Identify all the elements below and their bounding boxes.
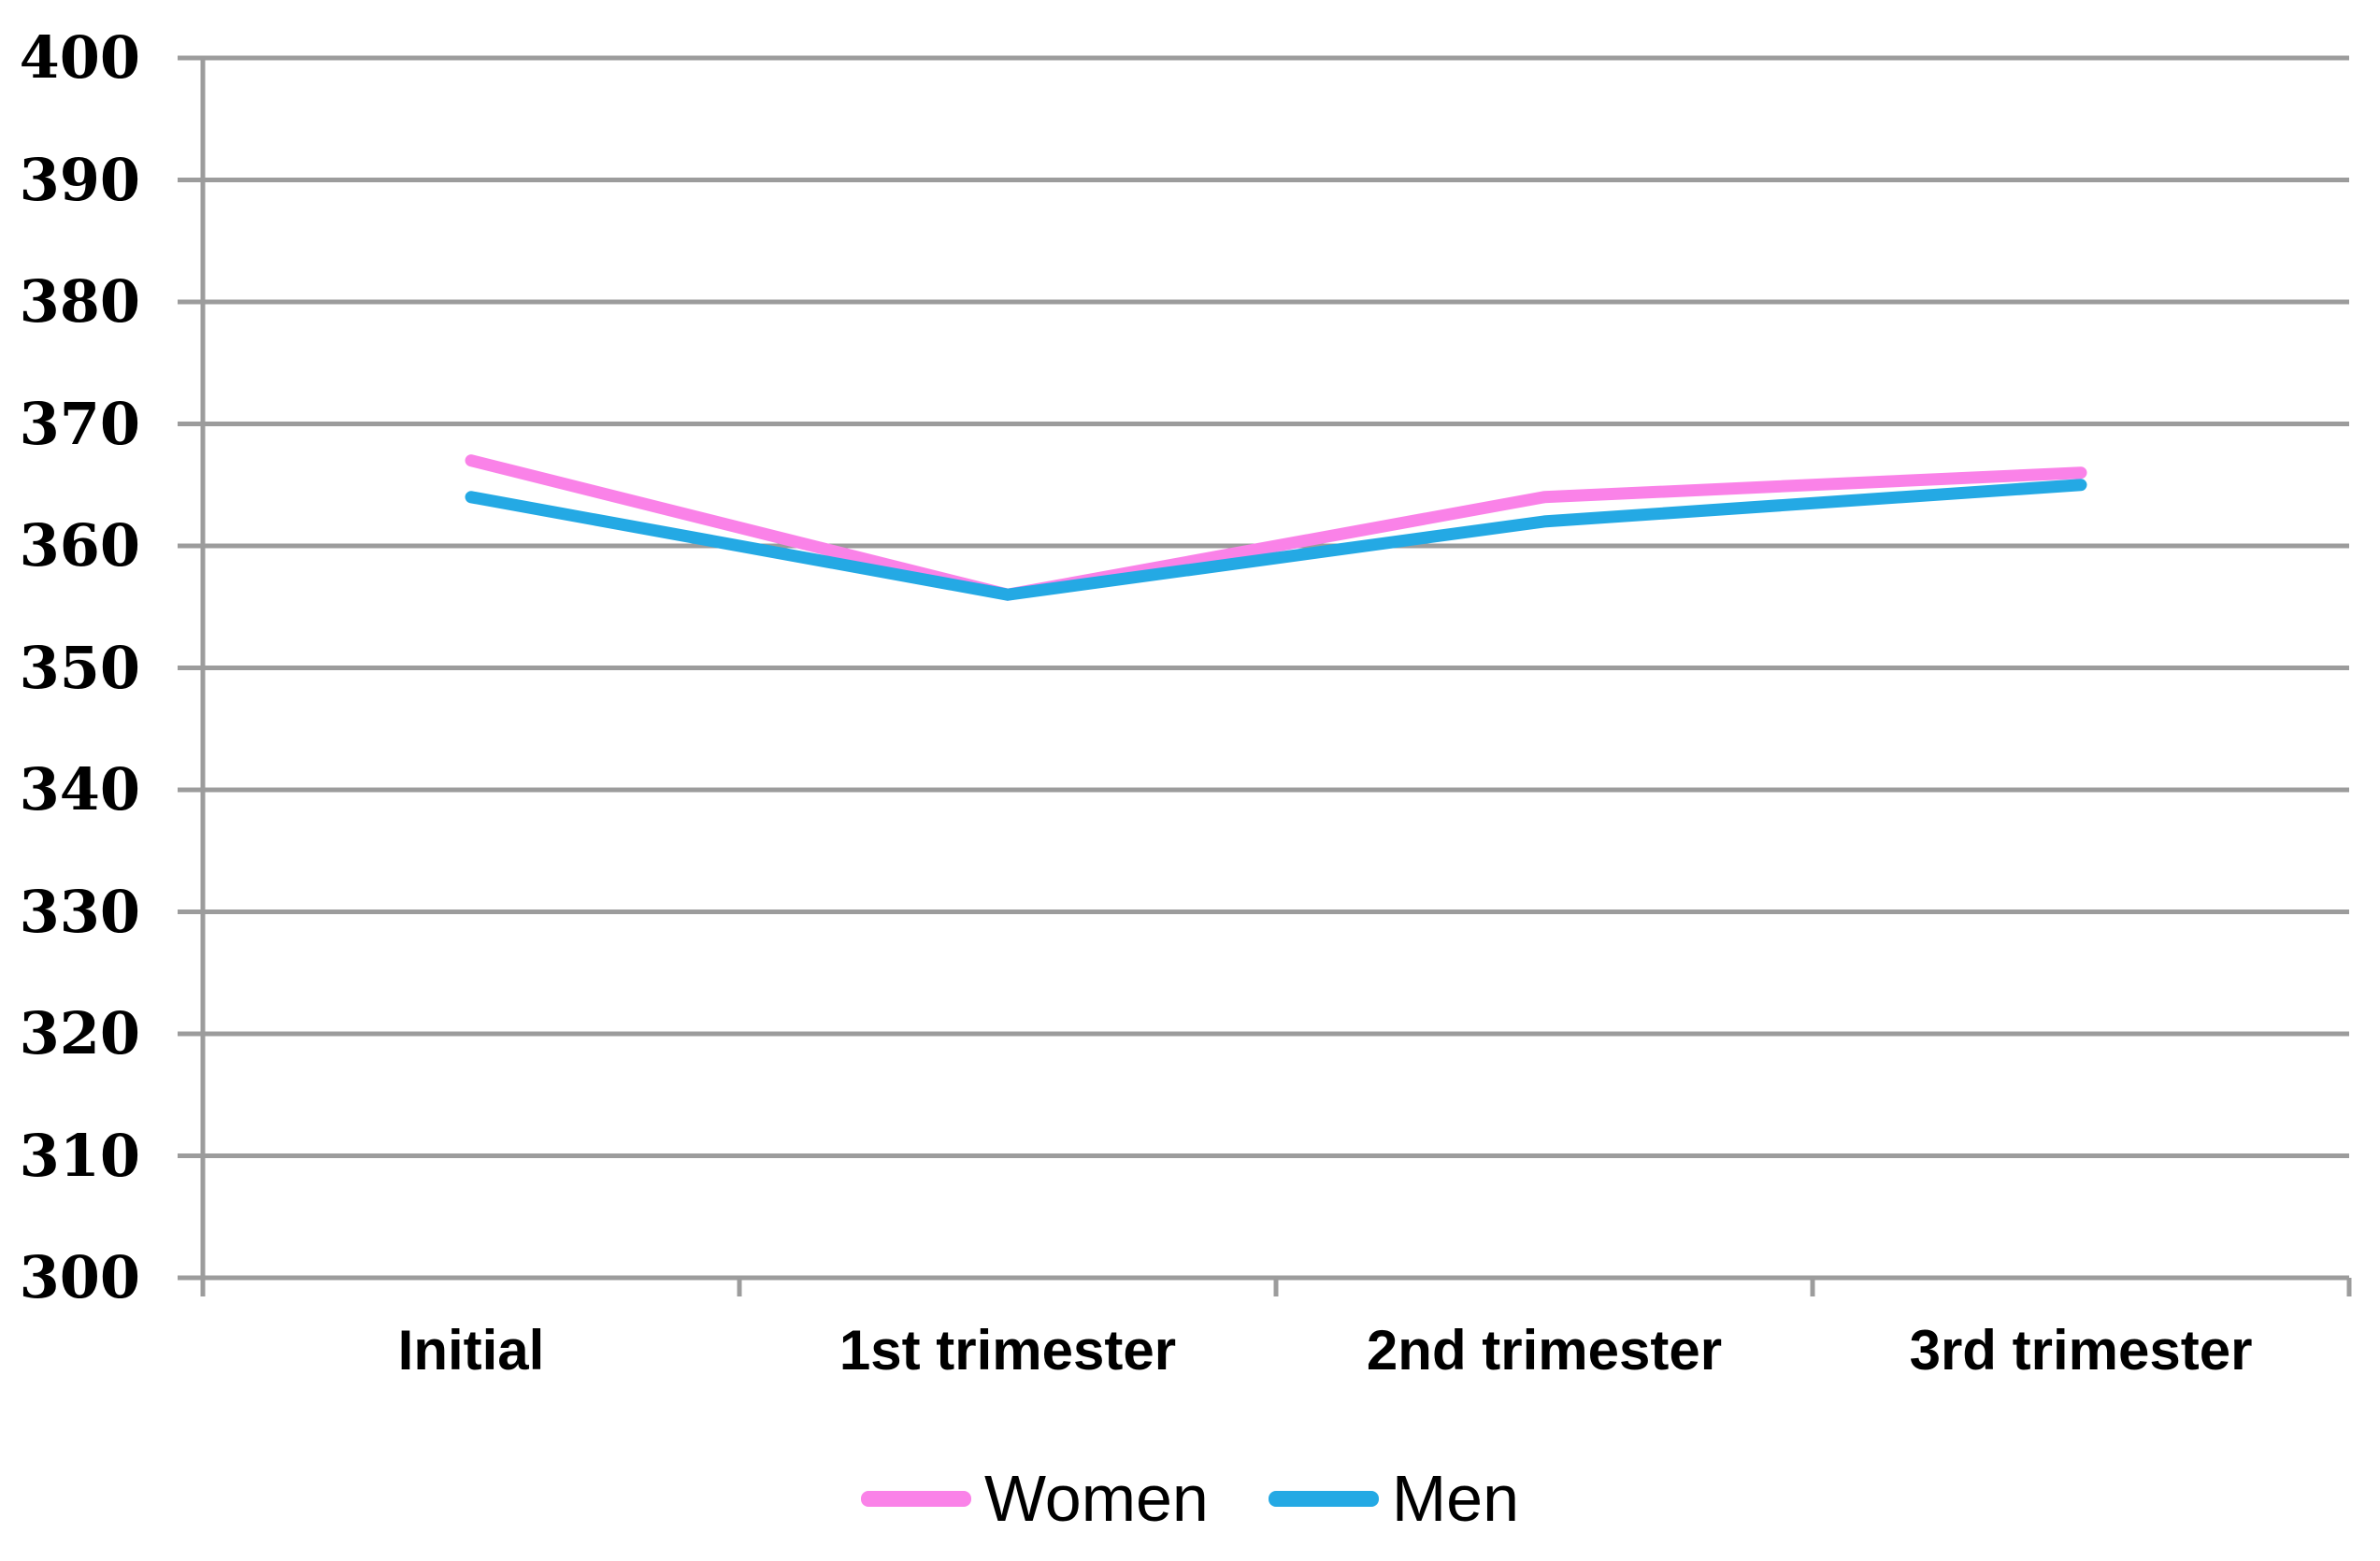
y-tick-label: 350 [19, 633, 140, 702]
legend-item-men: Men [1268, 1462, 1520, 1535]
legend-swatch-men [1268, 1490, 1379, 1507]
legend-item-women: Women [860, 1462, 1209, 1535]
y-tick-label: 360 [19, 511, 140, 580]
y-tick-label: 380 [19, 267, 140, 336]
legend: Women Men [0, 1447, 2380, 1550]
y-tick-label: 370 [19, 389, 140, 458]
y-tick-label: 310 [19, 1121, 140, 1190]
x-category-label: Initial [397, 1319, 545, 1382]
y-tick-label: 390 [19, 145, 140, 214]
x-category-label: 2nd trimester [1366, 1319, 1723, 1382]
legend-label: Men [1391, 1462, 1520, 1535]
legend-label: Women [983, 1462, 1209, 1535]
y-tick-label: 340 [19, 755, 140, 823]
y-tick-label: 330 [19, 877, 140, 946]
legend-swatch-women [860, 1490, 971, 1507]
x-category-label: 1st trimester [839, 1319, 1177, 1382]
x-category-label: 3rd trimester [1909, 1319, 2253, 1382]
series-line-men [465, 479, 2087, 601]
series-line-women [465, 454, 2087, 601]
y-tick-label: 300 [19, 1243, 140, 1311]
y-tick-label: 400 [19, 23, 140, 92]
y-tick-label: 320 [19, 999, 140, 1067]
